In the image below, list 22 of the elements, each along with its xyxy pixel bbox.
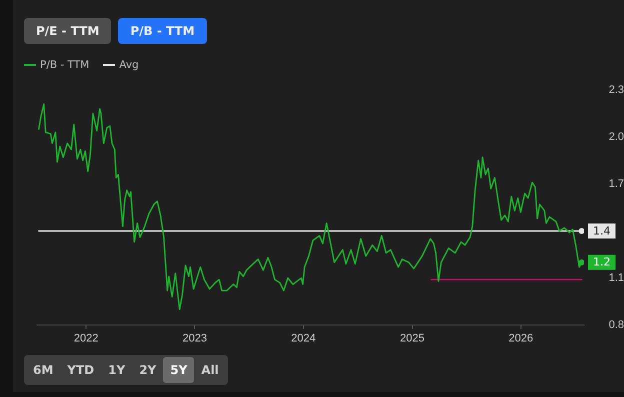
- legend-label: P/B - TTM: [40, 59, 90, 71]
- y-tick-label: 0.8: [608, 319, 624, 332]
- text: 1Y: [107, 362, 126, 379]
- y-tick-label: 2.0: [608, 131, 624, 144]
- y-tick-label: 1.1: [608, 272, 624, 284]
- x-tick-label: 2024: [291, 332, 316, 345]
- text: P/E - TTM: [24, 18, 112, 44]
- text: 5Y: [163, 357, 194, 383]
- x-tick-label: 2023: [182, 332, 207, 345]
- y-tick-label: 2.3: [608, 84, 624, 96]
- text: All: [200, 362, 220, 379]
- text: P/B - TTM: [118, 18, 207, 44]
- text: 2Y: [138, 362, 158, 379]
- x-tick-label: 2026: [508, 332, 534, 345]
- x-tick-label: 2022: [74, 332, 98, 345]
- data-label: 1.4: [593, 224, 610, 238]
- data-label: 1.2: [593, 256, 610, 269]
- text: 6M: [32, 362, 54, 379]
- legend-label: Avg: [119, 59, 139, 71]
- y-tick-label: 1.7: [608, 178, 624, 190]
- x-tick-label: 2025: [400, 332, 425, 345]
- text: YTD: [66, 362, 96, 379]
